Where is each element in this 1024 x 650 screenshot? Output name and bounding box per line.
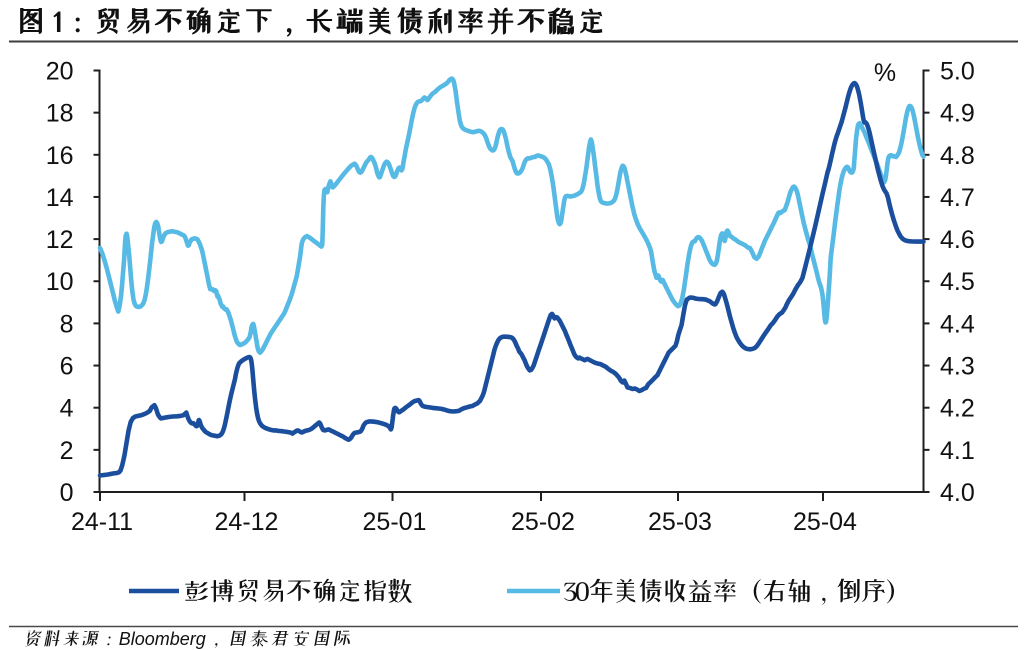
svg-text:2: 2 bbox=[60, 437, 74, 465]
svg-text:24-12: 24-12 bbox=[215, 508, 279, 536]
svg-text:4.9: 4.9 bbox=[940, 100, 975, 128]
svg-text:4.5: 4.5 bbox=[940, 268, 975, 296]
svg-text:5.0: 5.0 bbox=[940, 58, 975, 86]
svg-text:14: 14 bbox=[46, 184, 74, 212]
svg-text:12: 12 bbox=[46, 226, 74, 254]
svg-text:%: % bbox=[874, 59, 896, 87]
svg-text:20: 20 bbox=[46, 58, 74, 86]
svg-text:25-04: 25-04 bbox=[793, 508, 857, 536]
svg-text:4.3: 4.3 bbox=[940, 353, 975, 381]
svg-text:Bloomberg: Bloomberg bbox=[119, 629, 206, 649]
svg-text:4.1: 4.1 bbox=[940, 437, 975, 465]
svg-text:4.8: 4.8 bbox=[940, 142, 975, 170]
svg-text:18: 18 bbox=[46, 100, 74, 128]
svg-text:25-02: 25-02 bbox=[511, 508, 575, 536]
svg-text:25-03: 25-03 bbox=[648, 508, 712, 536]
svg-text:4.2: 4.2 bbox=[940, 395, 975, 423]
svg-text:25-01: 25-01 bbox=[363, 508, 427, 536]
svg-text:4: 4 bbox=[60, 395, 74, 423]
svg-text:6: 6 bbox=[60, 353, 74, 381]
svg-text:8: 8 bbox=[60, 310, 74, 338]
svg-text:4.0: 4.0 bbox=[940, 479, 975, 507]
svg-text:4.6: 4.6 bbox=[940, 226, 975, 254]
svg-text:16: 16 bbox=[46, 142, 74, 170]
svg-text:4.7: 4.7 bbox=[940, 184, 975, 212]
svg-text:0: 0 bbox=[60, 479, 74, 507]
svg-text:4.4: 4.4 bbox=[940, 310, 975, 338]
svg-text:10: 10 bbox=[46, 268, 74, 296]
svg-text:24-11: 24-11 bbox=[71, 508, 133, 536]
